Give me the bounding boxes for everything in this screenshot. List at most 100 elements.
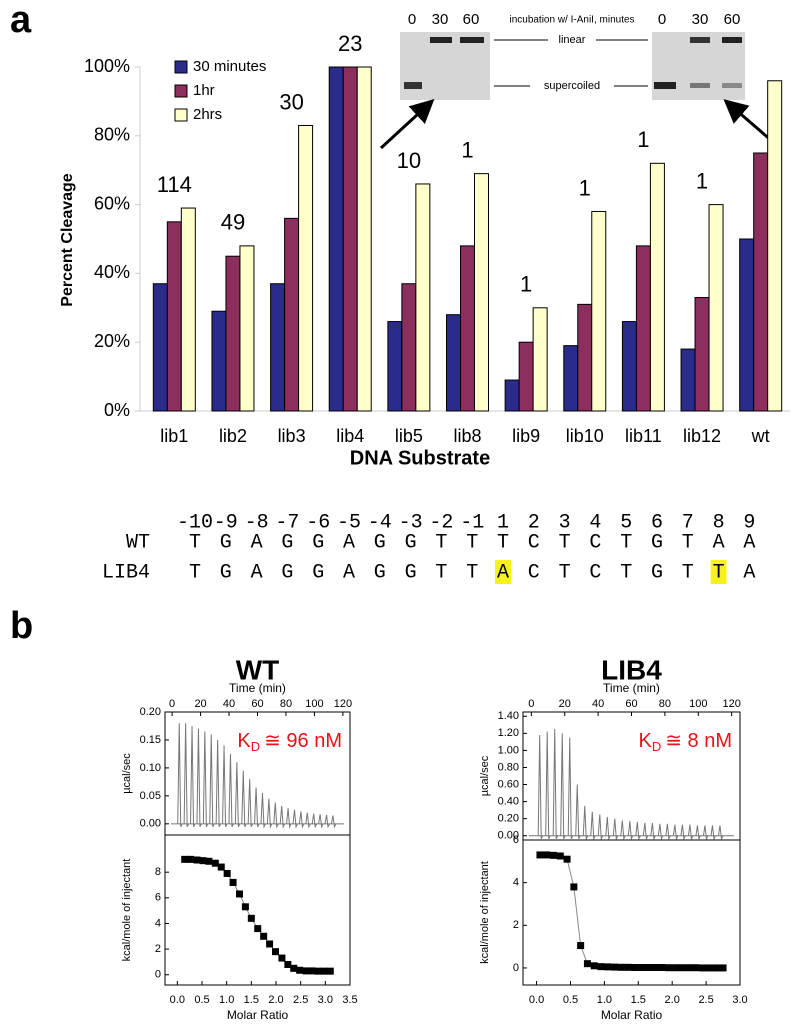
kd-annotation: KD ≅ 8 nM [638,730,732,754]
position-label: 9 [743,511,755,534]
base: C [589,531,601,554]
base: A [497,561,509,584]
data-point [314,967,322,975]
gel-band [430,37,452,43]
injection-peak [202,731,209,828]
data-point [563,855,571,863]
injection-peak [241,770,247,828]
kd-part: D [251,739,260,754]
position-label: -3 [399,511,423,534]
x-tick-label: 60 [625,698,637,710]
x-tick-label: lib8 [453,426,481,446]
y-tick-label: 0 [513,962,519,974]
injection-peak [687,824,694,841]
x-tick-label: 1.5 [631,994,646,1006]
x-tick-label: 0 [528,698,534,710]
injection-peak [298,811,305,829]
data-point [247,914,255,922]
band-label: linear [559,34,586,46]
injection-peak [575,784,581,839]
x-tick-label: 100 [689,698,707,710]
y-axis-label: kcal/mole of injectant [479,861,491,964]
base: G [312,531,324,554]
injection-peak [266,798,273,829]
bar [694,296,710,412]
injection-peak [286,808,292,829]
gel-band [404,82,422,89]
data-point [604,963,612,971]
data-point [205,857,213,865]
injection-peak [597,814,604,841]
injection-peak [215,739,222,828]
injection-peak [183,723,190,828]
base: A [343,561,355,584]
y-axis-label: µcal/sec [121,753,133,794]
data-point [672,964,680,972]
x-tick-label: 40 [223,698,235,710]
injection-peak [582,805,589,841]
injection-peak [196,728,202,828]
legend-label: 30 minutes [193,58,266,75]
bar [563,345,579,412]
position-label: 4 [589,511,601,534]
x-tick-label: 2.0 [268,994,283,1006]
bar [298,124,314,412]
base: G [405,561,417,584]
x-tick-label: 20 [559,698,571,710]
data-point [678,964,686,972]
position-label: 2 [528,511,540,534]
y-tick-label: 0.60 [498,778,519,790]
data-point [260,932,268,940]
gel-band [722,83,742,88]
base: T [435,531,447,554]
injection-peak [665,823,671,841]
y-tick-label: 0.00 [140,818,161,830]
highlight [710,560,727,584]
bar [180,207,196,412]
injection-peak [222,745,228,828]
base: T [620,531,632,554]
base: G [405,531,417,554]
injection-peak [260,793,266,829]
position-label: -10 [177,511,213,534]
base: T [189,531,201,554]
plot-frame [164,834,351,986]
injection-peak [560,733,566,839]
injection-peak [695,825,701,841]
data-point [617,963,625,971]
x-axis-label: Time (min) [229,681,286,695]
base: A [713,531,725,554]
position-label: 6 [651,511,663,534]
bar [415,183,431,412]
base: A [251,561,263,584]
data-point [181,855,189,863]
data-point [223,869,231,877]
data-point [611,963,619,971]
data-point [266,940,274,948]
x-tick-label: lib4 [336,426,364,446]
x-tick-label: 3.0 [318,994,333,1006]
bar [211,310,227,412]
injection-peak [545,731,551,839]
y-tick-label: 0.80 [498,761,519,773]
base: A [743,561,755,584]
y-tick-label: 2 [155,943,161,955]
position-label: 3 [559,511,571,534]
y-tick-label: 0.05 [140,790,161,802]
y-tick-label: 1.00 [498,744,519,756]
data-point [254,925,262,933]
injection-peak [650,822,656,841]
data-point [326,967,334,975]
y-tick-label: 0.00 [498,830,519,842]
injection-peak [627,821,634,841]
y-tick-label: 100% [84,56,130,76]
injection-peak [657,823,664,841]
position-label: -5 [337,511,361,534]
base: A [343,531,355,554]
lane-label: 0 [408,11,416,28]
base: T [466,561,478,584]
bar [284,217,300,412]
y-tick-label: 6 [155,892,161,904]
injection-peak [234,762,241,828]
